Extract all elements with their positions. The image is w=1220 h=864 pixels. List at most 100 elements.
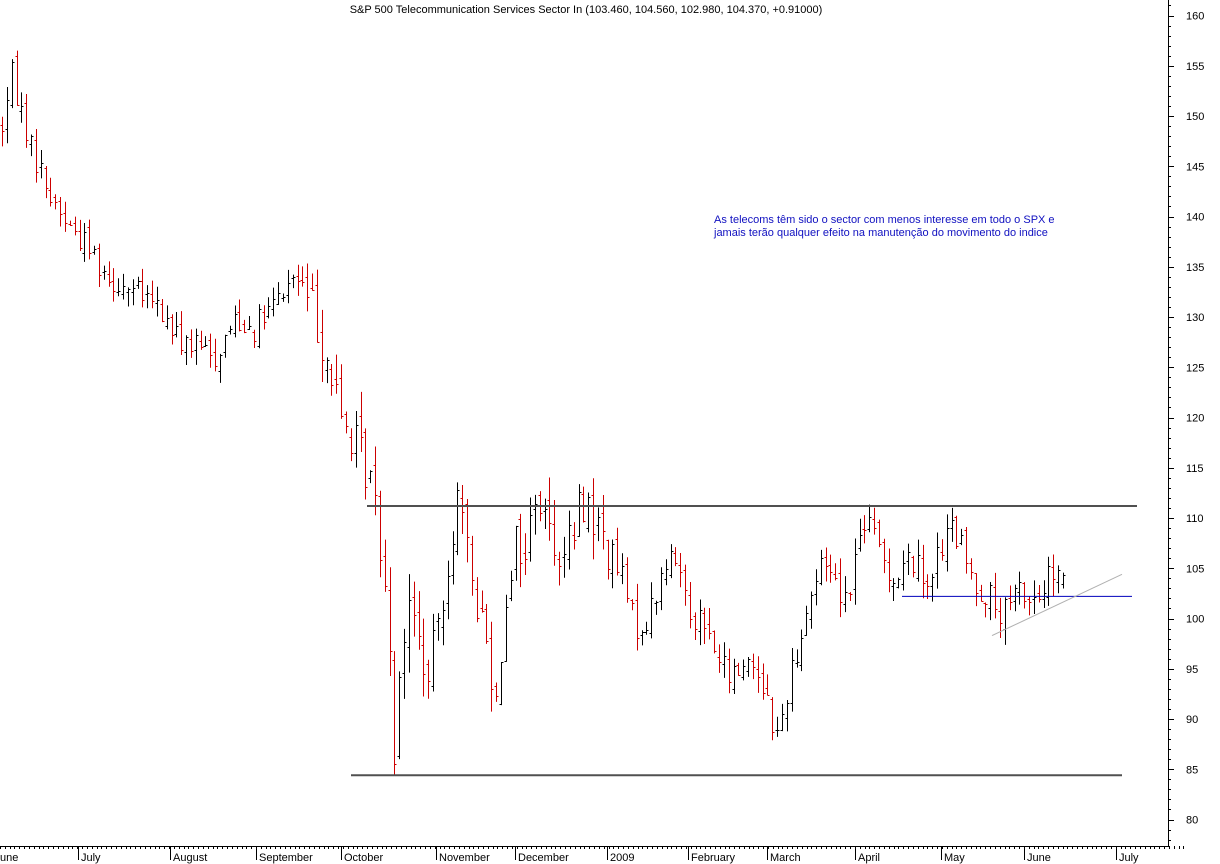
ohlc-bar bbox=[640, 630, 645, 646]
annotation-note: As telecoms têm sido o sector com menos … bbox=[714, 214, 1055, 239]
ohlc-bar bbox=[179, 311, 184, 355]
ohlc-bar bbox=[814, 569, 819, 606]
y-tick-label: 100 bbox=[1186, 614, 1204, 626]
ohlc-bar bbox=[683, 564, 688, 606]
ohlc-bar bbox=[756, 656, 761, 693]
ohlc-bar bbox=[1056, 565, 1061, 594]
ohlc-bar bbox=[635, 583, 640, 651]
ohlc-bar bbox=[547, 477, 552, 541]
ohlc-bar bbox=[518, 513, 523, 588]
ohlc-bar bbox=[417, 591, 422, 650]
ohlc-bar bbox=[722, 642, 727, 678]
ohlc-bar bbox=[383, 539, 388, 592]
ohlc-bar bbox=[819, 549, 824, 586]
ohlc-bar bbox=[891, 578, 896, 601]
ohlc-bar bbox=[252, 329, 257, 349]
ohlc-bar bbox=[475, 577, 480, 623]
ohlc-bar bbox=[359, 391, 364, 453]
ohlc-bar bbox=[567, 510, 572, 570]
ohlc-bar bbox=[431, 613, 436, 692]
y-tick-label: 135 bbox=[1186, 262, 1204, 274]
ohlc-bar bbox=[10, 59, 15, 109]
ohlc-bar bbox=[649, 582, 654, 639]
ohlc-bar bbox=[276, 282, 281, 305]
x-tick-label: April bbox=[858, 852, 880, 864]
ohlc-bar bbox=[664, 559, 669, 586]
ohlc-bar bbox=[82, 223, 87, 262]
ohlc-bar bbox=[194, 328, 199, 365]
ohlc-bar bbox=[1032, 580, 1037, 615]
ohlc-bar bbox=[489, 621, 494, 712]
ohlc-bar bbox=[1051, 554, 1056, 597]
ohlc-bar bbox=[945, 514, 950, 572]
x-tick-label: June bbox=[1027, 852, 1051, 864]
ohlc-bar bbox=[698, 599, 703, 646]
ohlc-bar bbox=[1017, 571, 1022, 605]
ohlc-bar bbox=[446, 560, 451, 620]
ohlc-bar bbox=[625, 557, 630, 603]
ohlc-bar bbox=[688, 582, 693, 629]
y-tick-label: 120 bbox=[1186, 413, 1204, 425]
ohlc-bar bbox=[974, 573, 979, 607]
ohlc-bar bbox=[828, 554, 833, 583]
y-tick-label: 130 bbox=[1186, 312, 1204, 324]
ohlc-bar bbox=[596, 507, 601, 542]
y-tick-label: 85 bbox=[1186, 764, 1198, 776]
ohlc-bar bbox=[882, 538, 887, 574]
ohlc-bar bbox=[465, 498, 470, 563]
ohlc-bar bbox=[19, 92, 24, 123]
ohlc-bar bbox=[581, 486, 586, 523]
ohlc-bar bbox=[717, 644, 722, 673]
ohlc-bar bbox=[296, 264, 301, 296]
ohlc-bar bbox=[494, 682, 499, 702]
ohlc-bar bbox=[499, 662, 504, 706]
ohlc-bar bbox=[218, 353, 223, 383]
ohlc-bar bbox=[102, 265, 107, 280]
ohlc-bar bbox=[484, 603, 489, 644]
ohlc-bar bbox=[1008, 585, 1013, 611]
ohlc-bar bbox=[53, 194, 58, 210]
ohlc-bar bbox=[145, 285, 150, 309]
chart-title: S&P 500 Telecommunication Services Secto… bbox=[350, 4, 823, 16]
ohlc-bar bbox=[315, 269, 320, 343]
ohlc-bar bbox=[896, 577, 901, 589]
x-tick-label: August bbox=[173, 852, 207, 864]
ohlc-bar bbox=[402, 628, 407, 699]
y-axis: 80 85 90 95 100 105 110 115 120 125 130 135 140 145 15… bbox=[1168, 0, 1204, 846]
ohlc-bar bbox=[131, 279, 136, 306]
ohlc-bar bbox=[887, 548, 892, 593]
ohlc-bar bbox=[436, 613, 441, 641]
ohlc-bar bbox=[237, 299, 242, 332]
ohlc-bar bbox=[373, 446, 378, 516]
ohlc-bar bbox=[233, 305, 238, 338]
ohlc-bar bbox=[761, 663, 766, 700]
ohlc-bar bbox=[959, 528, 964, 546]
ohlc-bar bbox=[170, 314, 175, 345]
ohlc-bar bbox=[262, 305, 267, 330]
ohlc-bar bbox=[741, 659, 746, 681]
ohlc-bar bbox=[397, 671, 402, 760]
ohlc-bar bbox=[833, 563, 838, 581]
ohlc-bar bbox=[155, 286, 160, 317]
ohlc-bar bbox=[329, 363, 334, 396]
ohlc-bar bbox=[514, 525, 519, 581]
ohlc-bar bbox=[208, 333, 213, 368]
y-tick-label: 115 bbox=[1186, 463, 1204, 475]
ohlc-bar bbox=[1042, 580, 1047, 608]
ohlc-bar bbox=[872, 507, 877, 535]
ohlc-bar bbox=[983, 602, 988, 618]
y-tick-label: 90 bbox=[1186, 714, 1198, 726]
ohlc-bar bbox=[838, 558, 843, 618]
y-tick-label: 105 bbox=[1186, 563, 1204, 575]
ohlc-bar bbox=[993, 572, 998, 619]
ohlc-bar bbox=[809, 591, 814, 629]
ohlc-bar bbox=[291, 274, 296, 289]
x-tick-label: 2009 bbox=[610, 852, 634, 864]
ohlc-bar bbox=[0, 116, 5, 147]
ohlc-bar bbox=[659, 567, 664, 611]
ohlc-bar bbox=[702, 607, 707, 644]
ohlc-bar bbox=[1022, 582, 1027, 609]
ohlc-bar bbox=[5, 87, 10, 144]
ohlc-bar bbox=[901, 550, 906, 591]
